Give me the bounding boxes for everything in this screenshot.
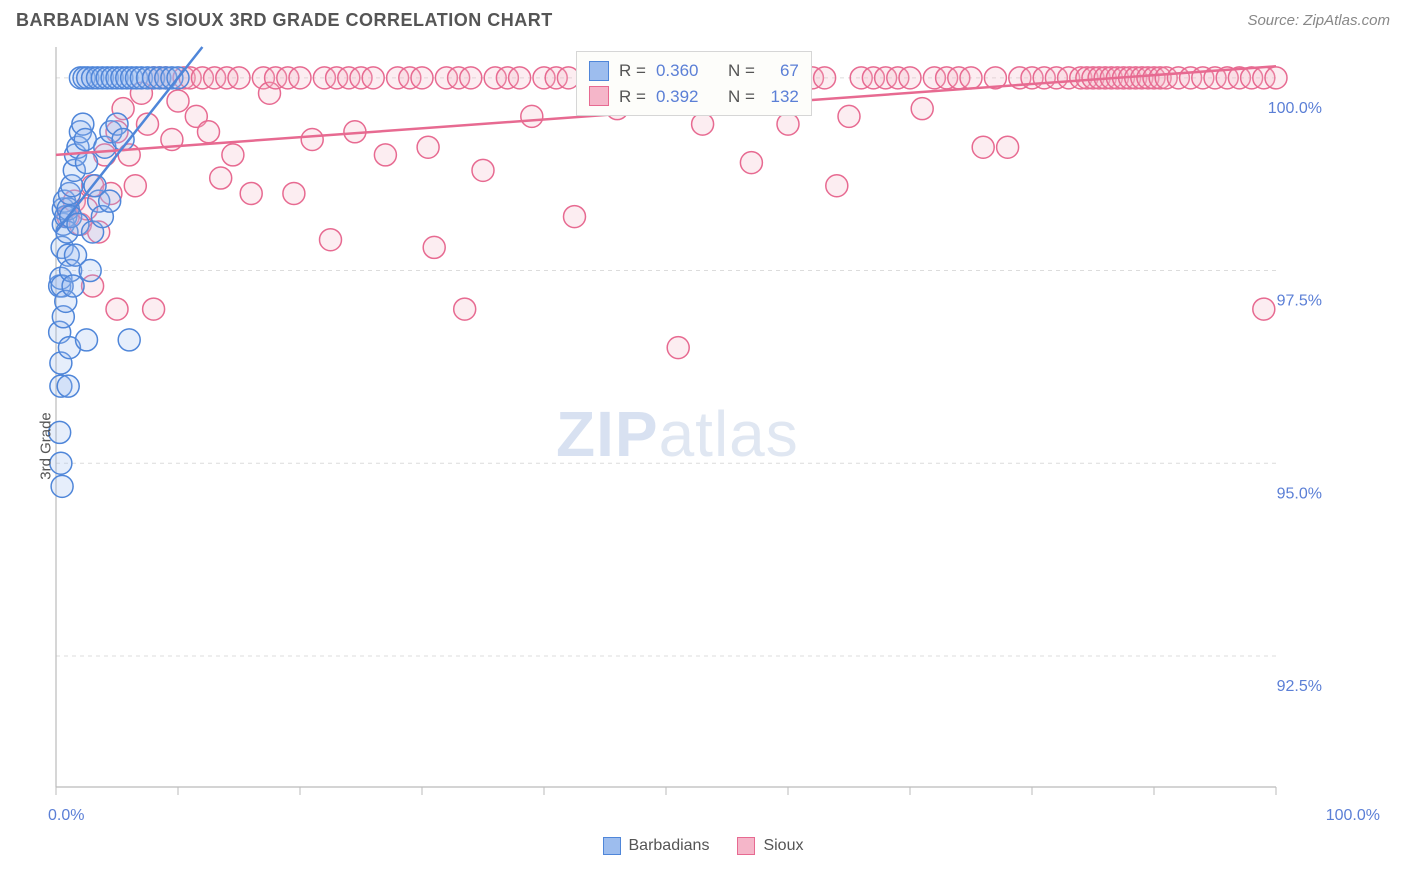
stats-n-label: N = [728,58,755,84]
y-axis-label: 3rd Grade [37,412,54,480]
legend-swatch [737,837,755,855]
legend-swatch [603,837,621,855]
legend-item: Barbadians [603,837,710,855]
stats-r-label: R = [619,58,646,84]
legend-item: Sioux [737,837,803,855]
header: BARBADIAN VS SIOUX 3RD GRADE CORRELATION… [0,0,1406,37]
legend-label: Barbadians [629,837,710,855]
stats-legend-box: R = 0.360 N = 67 R = 0.392 N = 132 [576,51,812,116]
x-min-label: 0.0% [48,807,84,825]
stats-n-label: N = [728,84,755,110]
footer-legend: Barbadians Sioux [16,837,1390,855]
x-max-label: 100.0% [1326,807,1380,825]
stats-swatch [589,86,609,106]
stats-swatch [589,61,609,81]
stats-row: R = 0.360 N = 67 [589,58,799,84]
x-axis-end-labels: 0.0% 100.0% [16,807,1390,831]
svg-text:97.5%: 97.5% [1277,293,1322,310]
stats-r-value: 0.360 [656,58,699,84]
source-label: Source: ZipAtlas.com [1247,12,1390,29]
stats-r-label: R = [619,84,646,110]
chart-area: 3rd Grade 92.5%95.0%97.5%100.0% ZIPatlas… [16,37,1390,855]
stats-row: R = 0.392 N = 132 [589,84,799,110]
svg-text:92.5%: 92.5% [1277,678,1322,695]
legend-label: Sioux [763,837,803,855]
scatter-chart: 92.5% 95.0% 97.5% 100.0% [16,37,1336,807]
chart-title: BARBADIAN VS SIOUX 3RD GRADE CORRELATION… [16,10,553,31]
stats-r-value: 0.392 [656,84,699,110]
svg-text:100.0%: 100.0% [1268,100,1322,117]
svg-text:95.0%: 95.0% [1277,485,1322,502]
stats-n-value: 67 [765,58,799,84]
stats-n-value: 132 [765,84,799,110]
